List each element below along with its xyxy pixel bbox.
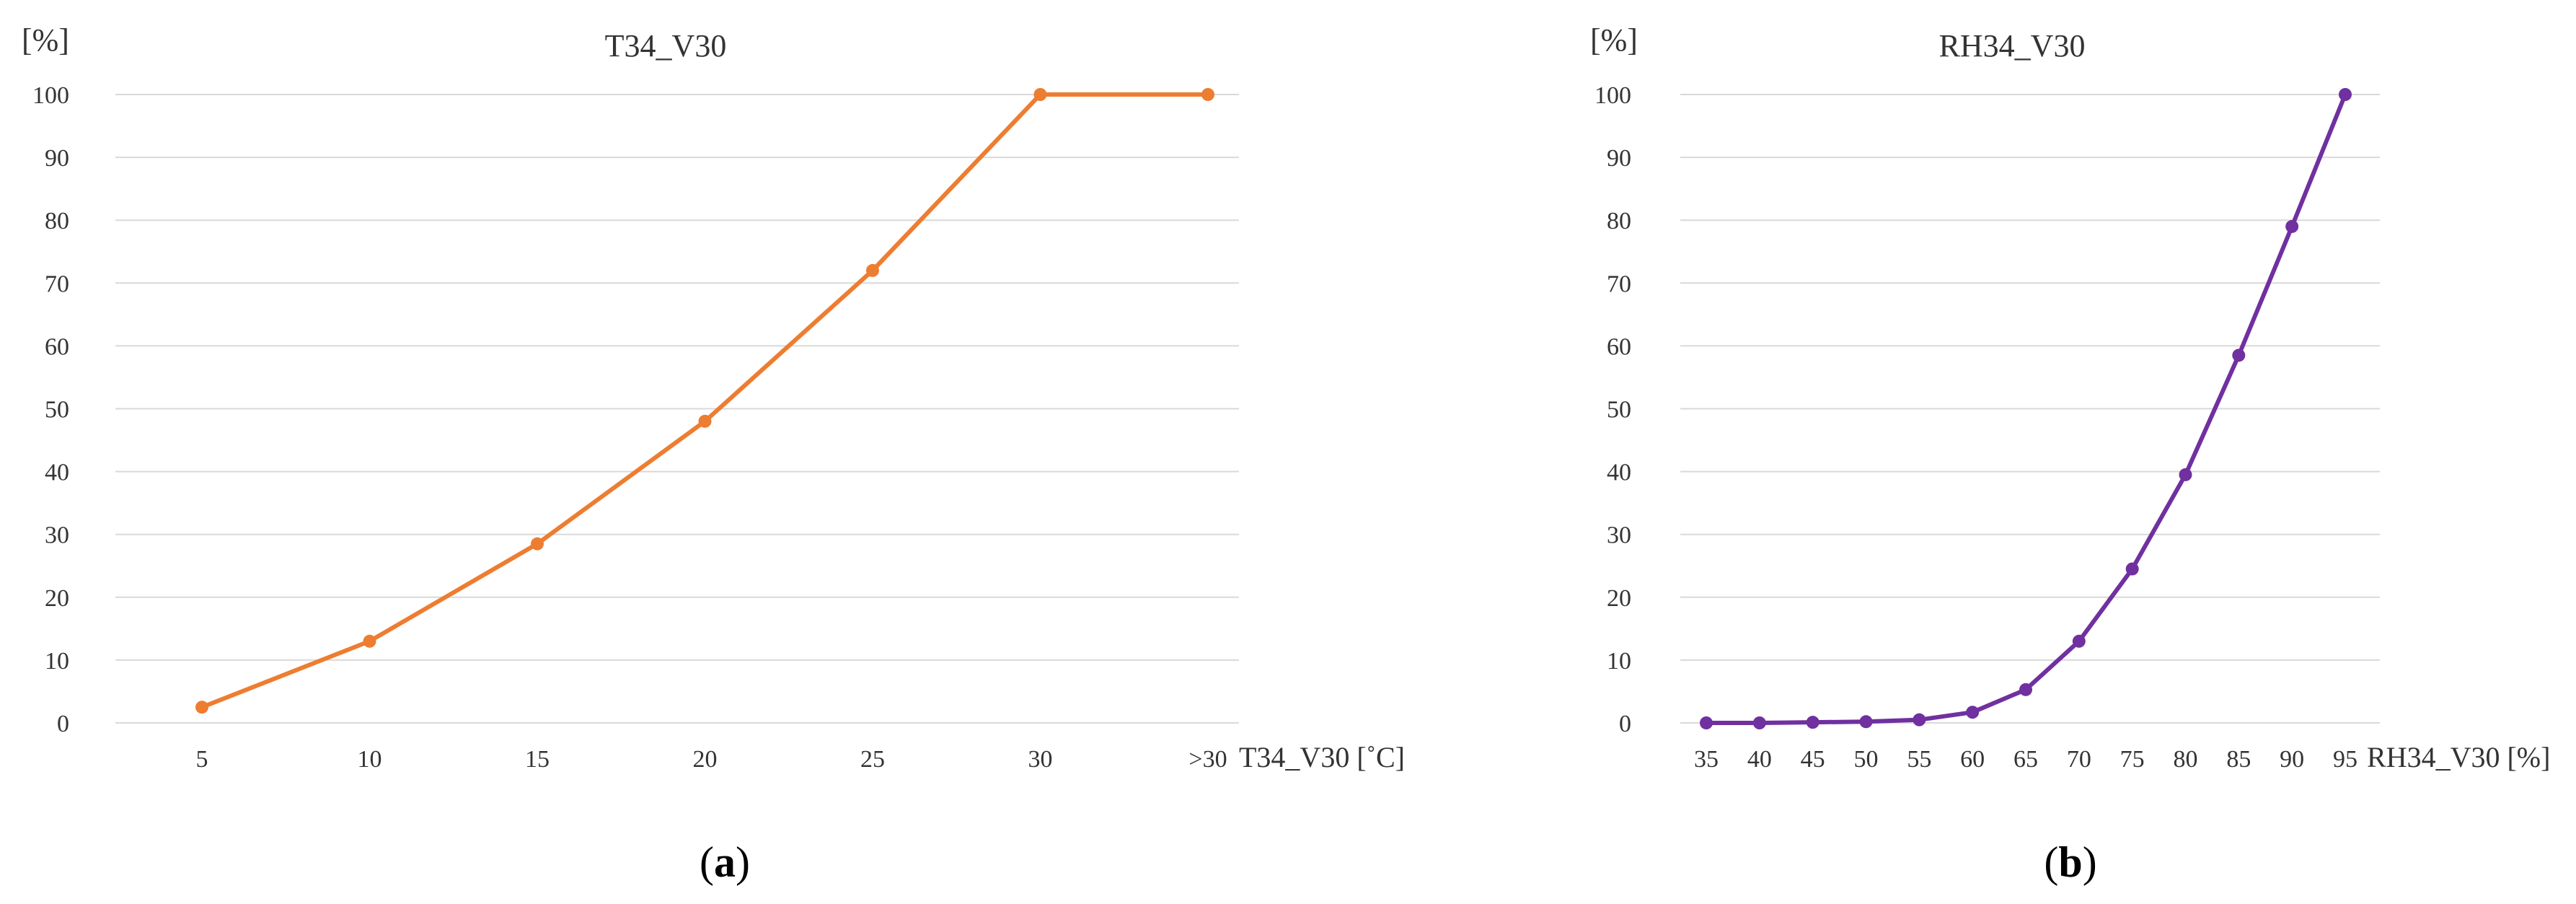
chart-b-x-tick-label: 70	[2067, 746, 2091, 773]
chart-a-data-point	[195, 701, 208, 714]
panel-label-a: (a)	[700, 838, 750, 886]
chart-a-x-tick-label: 5	[196, 746, 208, 773]
chart-b-y-tick-label: 10	[1607, 648, 1631, 675]
panel-label-b-close: )	[2083, 838, 2097, 886]
panel-label-b-open: (	[2044, 838, 2058, 886]
chart-b-data-point	[1752, 716, 1766, 729]
chart-b-x-tick-label: 85	[2226, 746, 2251, 773]
chart-b-y-tick-label: 0	[1619, 711, 1631, 737]
chart-b-title: RH34_V30	[1939, 28, 2086, 63]
chart-a-y-tick-label: 10	[45, 648, 69, 675]
chart-b-y-tick-label: 80	[1607, 208, 1631, 234]
chart-b-x-axis-label: RH34_V30 [%]	[2367, 741, 2550, 773]
chart-a-y-tick-label: 90	[45, 145, 69, 172]
chart-b-x-tick-label: 90	[2280, 746, 2304, 773]
chart-a-y-unit: [%]	[22, 22, 69, 58]
chart-a-x-tick-label: 25	[860, 746, 885, 773]
chart-a-grid	[115, 94, 1239, 724]
chart-a-y-tick-label: 0	[57, 711, 69, 737]
panel-label-b-letter: b	[2058, 838, 2082, 886]
chart-b-data-point	[2019, 683, 2032, 696]
chart-a: 0 10 20 30 40 50 60 70 80 90 100 5 10 15 20 25 30 >30 [%…	[22, 22, 1405, 886]
chart-b-x-ticks: 35 40 45 50 55 60 65 70 75 80 85 90 95	[1694, 746, 2357, 773]
chart-a-y-tick-label: 100	[32, 82, 69, 109]
chart-a-x-ticks: 5 10 15 20 25 30 >30	[196, 746, 1227, 773]
chart-b-y-tick-label: 90	[1607, 145, 1631, 172]
chart-b-series	[1700, 88, 2352, 729]
chart-a-title: T34_V30	[605, 28, 727, 63]
chart-b-x-tick-label: 65	[2013, 746, 2038, 773]
chart-a-data-point	[363, 634, 376, 648]
chart-a-x-tick-label: 10	[358, 746, 382, 773]
chart-a-y-tick-label: 60	[45, 333, 69, 360]
chart-a-y-tick-label: 50	[45, 397, 69, 424]
chart-b-data-point	[2232, 348, 2246, 362]
chart-b-data-point	[1700, 716, 1713, 729]
chart-a-data-point	[531, 537, 544, 550]
chart-b-data-point	[2339, 88, 2352, 101]
chart-b-x-tick-label: 35	[1694, 746, 1719, 773]
chart-b-x-tick-label: 60	[1960, 746, 1985, 773]
chart-b-y-tick-label: 50	[1607, 397, 1631, 424]
chart-b-data-point	[1913, 713, 1926, 727]
chart-a-x-tick-label: 30	[1028, 746, 1053, 773]
chart-b-y-ticks: 0 10 20 30 40 50 60 70 80 90 100	[1594, 82, 1631, 737]
chart-a-x-tick-label: 20	[693, 746, 718, 773]
chart-b-y-tick-label: 40	[1607, 460, 1631, 486]
chart-b-y-tick-label: 30	[1607, 522, 1631, 549]
chart-b-data-point	[2072, 634, 2086, 648]
panel-label-a-close: )	[736, 838, 750, 886]
chart-a-y-tick-label: 80	[45, 208, 69, 234]
chart-a-x-axis-label: T34_V30 [˚C]	[1239, 741, 1405, 773]
chart-b-data-point	[1966, 706, 1980, 719]
chart-b-data-point	[1859, 715, 1873, 729]
chart-b-x-tick-label: 80	[2174, 746, 2198, 773]
chart-b-data-point	[2179, 468, 2192, 481]
chart-a-x-tick-label: >30	[1188, 746, 1227, 773]
chart-b-y-tick-label: 70	[1607, 271, 1631, 297]
chart-b-x-tick-label: 50	[1854, 746, 1879, 773]
chart-a-y-tick-label: 40	[45, 460, 69, 486]
chart-b-grid	[1680, 94, 2380, 724]
chart-a-series-line	[200, 92, 1210, 710]
chart-a-data-point	[1033, 88, 1047, 101]
chart-a-data-point	[866, 263, 879, 277]
chart-b: 0 10 20 30 40 50 60 70 80 90 100 35 40 45 50 55 60 65 70 7…	[1590, 22, 2550, 886]
chart-a-data-point	[698, 414, 712, 428]
chart-a-series	[195, 88, 1214, 714]
chart-b-x-tick-label: 55	[1907, 746, 1931, 773]
chart-a-y-tick-label: 20	[45, 585, 69, 612]
chart-b-x-tick-label: 40	[1747, 746, 1772, 773]
chart-b-y-tick-label: 100	[1594, 82, 1631, 109]
chart-b-y-tick-label: 60	[1607, 333, 1631, 360]
chart-b-y-tick-label: 20	[1607, 585, 1631, 612]
chart-b-data-point	[2285, 219, 2299, 233]
panel-label-a-open: (	[700, 838, 714, 886]
chart-b-x-tick-label: 45	[1801, 746, 1825, 773]
panel-label-b: (b)	[2044, 838, 2096, 886]
chart-a-x-tick-label: 15	[525, 746, 550, 773]
chart-b-x-tick-label: 75	[2120, 746, 2145, 773]
chart-a-y-ticks: 0 10 20 30 40 50 60 70 80 90 100	[32, 82, 69, 737]
chart-b-data-point	[2125, 562, 2139, 576]
panel-label-a-letter: a	[714, 838, 736, 886]
chart-a-y-tick-label: 30	[45, 522, 69, 549]
chart-b-data-point	[1806, 716, 1819, 729]
chart-a-y-tick-label: 70	[45, 271, 69, 297]
chart-b-x-tick-label: 95	[2333, 746, 2357, 773]
chart-b-y-unit: [%]	[1590, 22, 1638, 58]
chart-a-data-point	[1201, 88, 1214, 101]
